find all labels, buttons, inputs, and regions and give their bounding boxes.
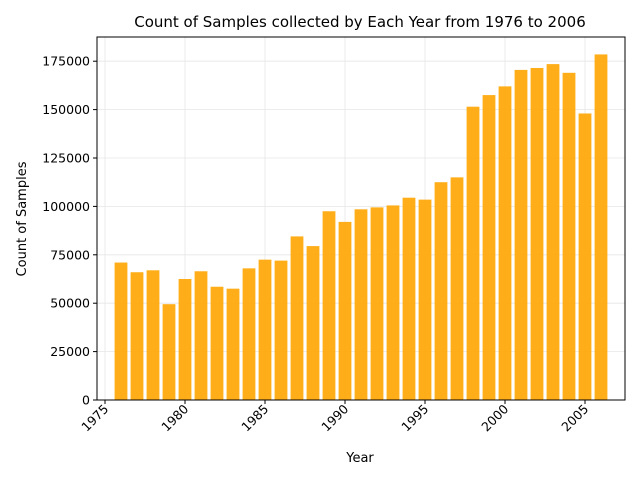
y-tick-label: 50000 [50, 296, 90, 311]
bar-1997 [450, 177, 464, 400]
bar-1977 [130, 272, 144, 400]
x-tick-label: 2000 [478, 401, 511, 434]
y-tick-label: 0 [82, 393, 90, 408]
x-tick-label: 1980 [158, 401, 191, 434]
y-tick-label: 100000 [42, 199, 90, 214]
bar-1988 [306, 246, 320, 400]
bar-1983 [226, 288, 240, 400]
bar-1996 [434, 182, 448, 400]
bar-1998 [466, 106, 480, 401]
y-tick-label: 150000 [42, 102, 90, 117]
bar-1995 [418, 199, 432, 400]
bar-2000 [498, 86, 512, 401]
bar-1990 [338, 221, 352, 400]
bar-1992 [370, 207, 384, 400]
y-axis-label: Count of Samples [15, 161, 30, 276]
bars [114, 54, 608, 401]
bar-1976 [114, 262, 128, 400]
plot-frame [96, 36, 626, 401]
y-tick-label: 175000 [42, 54, 90, 69]
bar-2005 [578, 113, 592, 401]
x-tick-label: 1995 [398, 401, 431, 434]
bar-1999 [482, 95, 496, 400]
bar-1991 [354, 209, 368, 400]
bar-1978 [146, 270, 160, 400]
y-tick-label: 25000 [50, 344, 90, 359]
bar-2004 [562, 72, 576, 400]
bar-1980 [178, 279, 192, 400]
bar-1981 [194, 271, 208, 400]
bar-2003 [546, 64, 560, 400]
bar-1979 [162, 304, 176, 400]
bar-1982 [210, 286, 224, 400]
chart-title: Count of Samples collected by Each Year … [134, 13, 586, 31]
x-tick-label: 2005 [558, 401, 591, 434]
x-tick-label: 1985 [238, 401, 271, 434]
bar-1987 [290, 236, 304, 400]
y-axis-ticks: 0 25000 50000 75000 100000 125000 150000 175000 [42, 54, 97, 408]
bar-1994 [402, 197, 416, 400]
y-tick-label: 125000 [42, 151, 90, 166]
bar-1985 [258, 259, 272, 400]
bar-2002 [530, 67, 544, 400]
bar-1984 [242, 268, 256, 400]
bar-1993 [386, 205, 400, 400]
x-axis-label: Year [345, 451, 374, 466]
bar-1989 [322, 211, 336, 400]
x-axis-ticks: 1975 1980 1985 1990 1995 2000 2005 [78, 400, 591, 434]
bar-2006 [594, 54, 608, 400]
bar-1986 [274, 260, 288, 400]
x-tick-label: 1990 [318, 401, 351, 434]
bar-2001 [514, 69, 528, 401]
y-tick-label: 75000 [50, 247, 90, 262]
